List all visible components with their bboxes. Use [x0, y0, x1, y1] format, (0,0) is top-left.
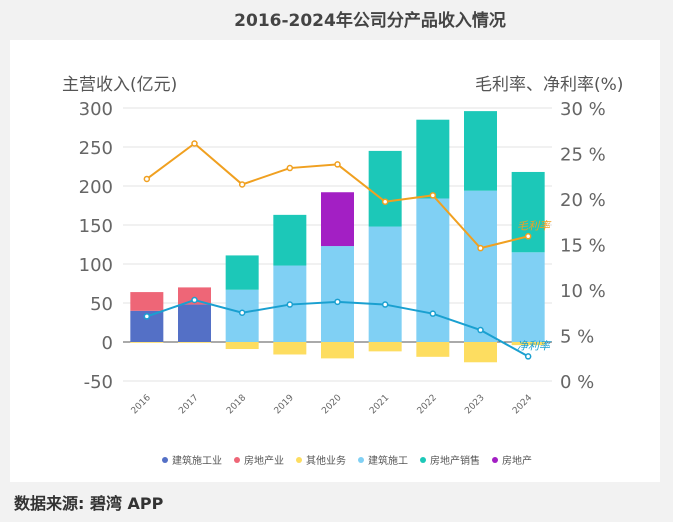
series-label: 净利率 — [517, 339, 552, 352]
bar-房地产销售 — [464, 111, 497, 191]
y-tick-label: -50 — [84, 372, 113, 393]
y-tick-label: 200 — [79, 177, 113, 198]
bar-房地产销售 — [225, 255, 259, 290]
bar-其他业务 — [273, 342, 307, 355]
x-tick-label: 2023 — [463, 393, 486, 416]
point-毛利率 — [429, 192, 437, 199]
bar-建筑施工 — [368, 226, 402, 342]
y2-axis-label: 毛利率、净利率(%) — [475, 75, 623, 95]
point-净利率 — [477, 326, 484, 334]
bar-房地产 — [321, 192, 354, 247]
y2-tick-label: 25 % — [560, 145, 606, 166]
point-毛利率 — [381, 198, 389, 205]
y-tick-label: 50 — [90, 294, 113, 315]
bar-其他业务 — [321, 342, 354, 359]
x-tick-label: 2020 — [320, 393, 343, 416]
legend-marker — [296, 457, 302, 463]
bar-其他业务 — [225, 342, 259, 350]
bar-建筑施工 — [321, 246, 354, 342]
bar-其他业务 — [416, 342, 450, 357]
legend-item: 房地产 — [502, 454, 532, 467]
point-净利率 — [143, 313, 151, 320]
bar-房地产销售 — [511, 171, 545, 253]
point-净利率 — [429, 310, 437, 317]
legend-item: 房地产业 — [244, 454, 284, 467]
y-tick-label: 300 — [79, 99, 113, 120]
bar-建筑施工 — [464, 190, 497, 342]
y2-tick-label: 0 % — [560, 372, 594, 393]
point-净利率 — [238, 309, 246, 316]
legend-item: 建筑施工业 — [172, 454, 222, 467]
x-tick-label: 2018 — [225, 393, 248, 416]
x-tick-label: 2021 — [368, 393, 391, 416]
bar-其他业务 — [130, 342, 164, 343]
point-毛利率 — [286, 164, 294, 172]
bar-其他业务 — [464, 342, 497, 363]
point-净利率 — [524, 353, 532, 360]
legend-item: 房地产销售 — [430, 454, 480, 467]
legend-item: 其他业务 — [306, 454, 346, 467]
bar-其他业务 — [178, 342, 211, 343]
y2-tick-label: 30 % — [560, 99, 606, 120]
x-tick-label: 2016 — [130, 393, 153, 416]
point-毛利率 — [477, 244, 484, 252]
y-tick-label: 100 — [79, 255, 113, 276]
x-tick-label: 2019 — [273, 393, 296, 416]
legend-marker — [420, 457, 426, 463]
bar-建筑施工 — [511, 252, 545, 342]
y2-tick-label: 20 % — [560, 190, 606, 211]
x-tick-label: 2024 — [511, 393, 534, 416]
y2-tick-label: 10 % — [560, 281, 606, 302]
y-axis-label: 主营收入(亿元) — [62, 75, 177, 95]
point-毛利率 — [524, 233, 532, 240]
bar-房地产销售 — [416, 119, 450, 199]
bar-建筑施工 — [416, 198, 450, 342]
point-毛利率 — [334, 161, 341, 168]
y2-tick-label: 15 % — [560, 236, 606, 257]
point-净利率 — [381, 301, 389, 308]
bar-建筑施工业 — [178, 304, 211, 342]
y-tick-label: 150 — [79, 216, 113, 237]
legend-item: 建筑施工 — [368, 454, 408, 467]
point-净利率 — [191, 296, 198, 304]
bar-房地产业 — [178, 287, 211, 305]
point-净利率 — [286, 301, 294, 308]
legend-marker — [492, 457, 498, 463]
y2-tick-label: 5 % — [560, 327, 594, 348]
series-label: 毛利率 — [517, 219, 552, 232]
point-毛利率 — [191, 140, 198, 147]
y-tick-label: 250 — [79, 138, 113, 159]
x-tick-label: 2017 — [177, 393, 200, 416]
bar-房地产销售 — [273, 214, 307, 266]
legend-marker — [234, 457, 240, 463]
legend-marker — [162, 457, 168, 463]
bar-其他业务 — [511, 342, 545, 346]
bar-房地产业 — [130, 292, 164, 311]
bar-房地产销售 — [368, 150, 402, 227]
y-tick-label: 0 — [102, 333, 113, 354]
bar-其他业务 — [368, 342, 402, 352]
chart-title: 2016-2024年公司分产品收入情况 — [234, 11, 506, 31]
x-tick-label: 2022 — [416, 393, 439, 416]
point-毛利率 — [238, 181, 246, 188]
point-净利率 — [334, 298, 341, 306]
legend-marker — [358, 457, 364, 463]
point-毛利率 — [143, 175, 151, 183]
data-source: 数据来源: 碧湾 APP — [14, 494, 164, 513]
